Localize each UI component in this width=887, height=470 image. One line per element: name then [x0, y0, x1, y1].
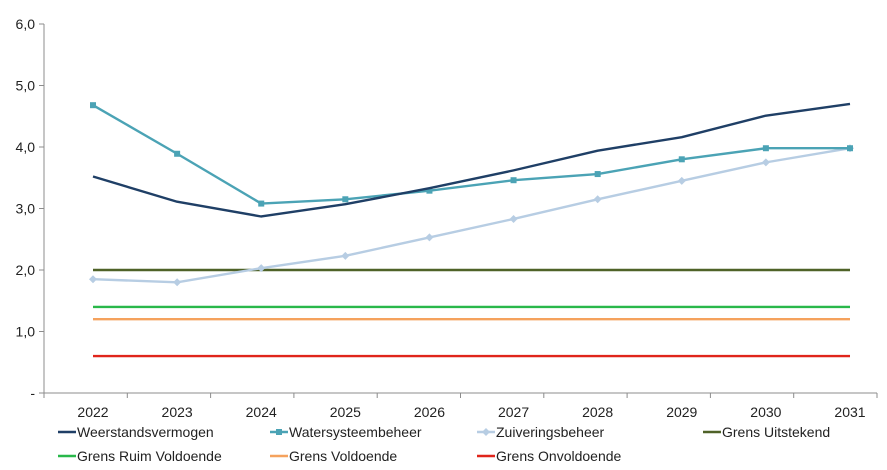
y-tick-label: 3,0 — [16, 201, 36, 217]
data-point — [89, 275, 97, 284]
data-point — [509, 214, 518, 223]
data-point — [257, 264, 266, 273]
y-tick-label: 2,0 — [16, 262, 36, 278]
data-point — [174, 150, 181, 157]
legend-label: Grens Ruim Voldoende — [77, 448, 222, 464]
data-point — [173, 278, 182, 287]
data-point — [426, 187, 433, 194]
data-point — [677, 176, 686, 185]
legend-label: Grens Onvoldoende — [496, 448, 622, 464]
x-tick-label: 2029 — [666, 404, 697, 420]
series-line — [92, 104, 850, 205]
x-tick-label: 2031 — [834, 404, 865, 420]
data-point — [678, 156, 685, 163]
legend-item: Weerstandsvermogen — [58, 424, 214, 440]
legend-item: Grens Ruim Voldoende — [58, 448, 222, 464]
data-point — [593, 195, 602, 204]
series-zuiveringsbeheer — [89, 144, 854, 287]
legend-label: Weerstandsvermogen — [77, 424, 214, 440]
data-point — [342, 196, 349, 203]
data-point — [847, 145, 853, 152]
data-point — [258, 200, 265, 207]
x-tick-label: 2024 — [246, 404, 277, 420]
x-tick-label: 2027 — [498, 404, 529, 420]
legend-item: Grens Onvoldoende — [477, 448, 622, 464]
y-axis: - 1,0 2,0 3,0 4,0 5,0 6,0 — [16, 16, 45, 401]
x-tick-label: 2030 — [750, 404, 781, 420]
legend-item: Watersysteembeheer — [270, 424, 422, 440]
legend: Weerstandsvermogen Watersysteembeheer Zuiv… — [58, 424, 830, 464]
data-point — [594, 171, 601, 178]
legend-label: Zuiveringsbeheer — [496, 424, 605, 440]
x-tick-label: 2023 — [162, 404, 193, 420]
data-point — [762, 145, 769, 152]
data-point — [341, 251, 350, 260]
legend-marker — [276, 429, 282, 435]
data-point — [90, 102, 96, 109]
legend-label: Grens Voldoende — [289, 448, 397, 464]
legend-label: Watersysteembeheer — [289, 424, 422, 440]
series-layer — [89, 102, 854, 358]
legend-item: Grens Voldoende — [270, 448, 397, 464]
legend-label: Grens Uitstekend — [722, 424, 830, 440]
x-tick-label: 2022 — [77, 404, 108, 420]
series-line — [92, 147, 851, 284]
legend-marker — [482, 428, 490, 436]
legend-item: Zuiveringsbeheer — [477, 424, 605, 440]
series-line — [92, 102, 851, 218]
x-tick-label: 2028 — [582, 404, 613, 420]
x-tick-label: 2026 — [414, 404, 445, 420]
data-point — [510, 177, 517, 184]
y-tick-label: 5,0 — [16, 78, 36, 94]
data-point — [425, 233, 434, 242]
x-axis: 2022 2023 2024 2025 2026 2027 2028 2029 2030 2031 — [43, 392, 878, 420]
y-tick-label: 1,0 — [16, 324, 36, 340]
x-tick-label: 2025 — [330, 404, 361, 420]
y-tick-label: - — [30, 385, 35, 401]
y-tick-label: 4,0 — [16, 139, 36, 155]
y-tick-label: 6,0 — [16, 16, 36, 32]
data-point — [761, 158, 770, 167]
legend-item: Grens Uitstekend — [703, 424, 830, 440]
series-watersysteembeheer — [90, 102, 853, 207]
series-weerstandsvermogen — [92, 102, 851, 218]
